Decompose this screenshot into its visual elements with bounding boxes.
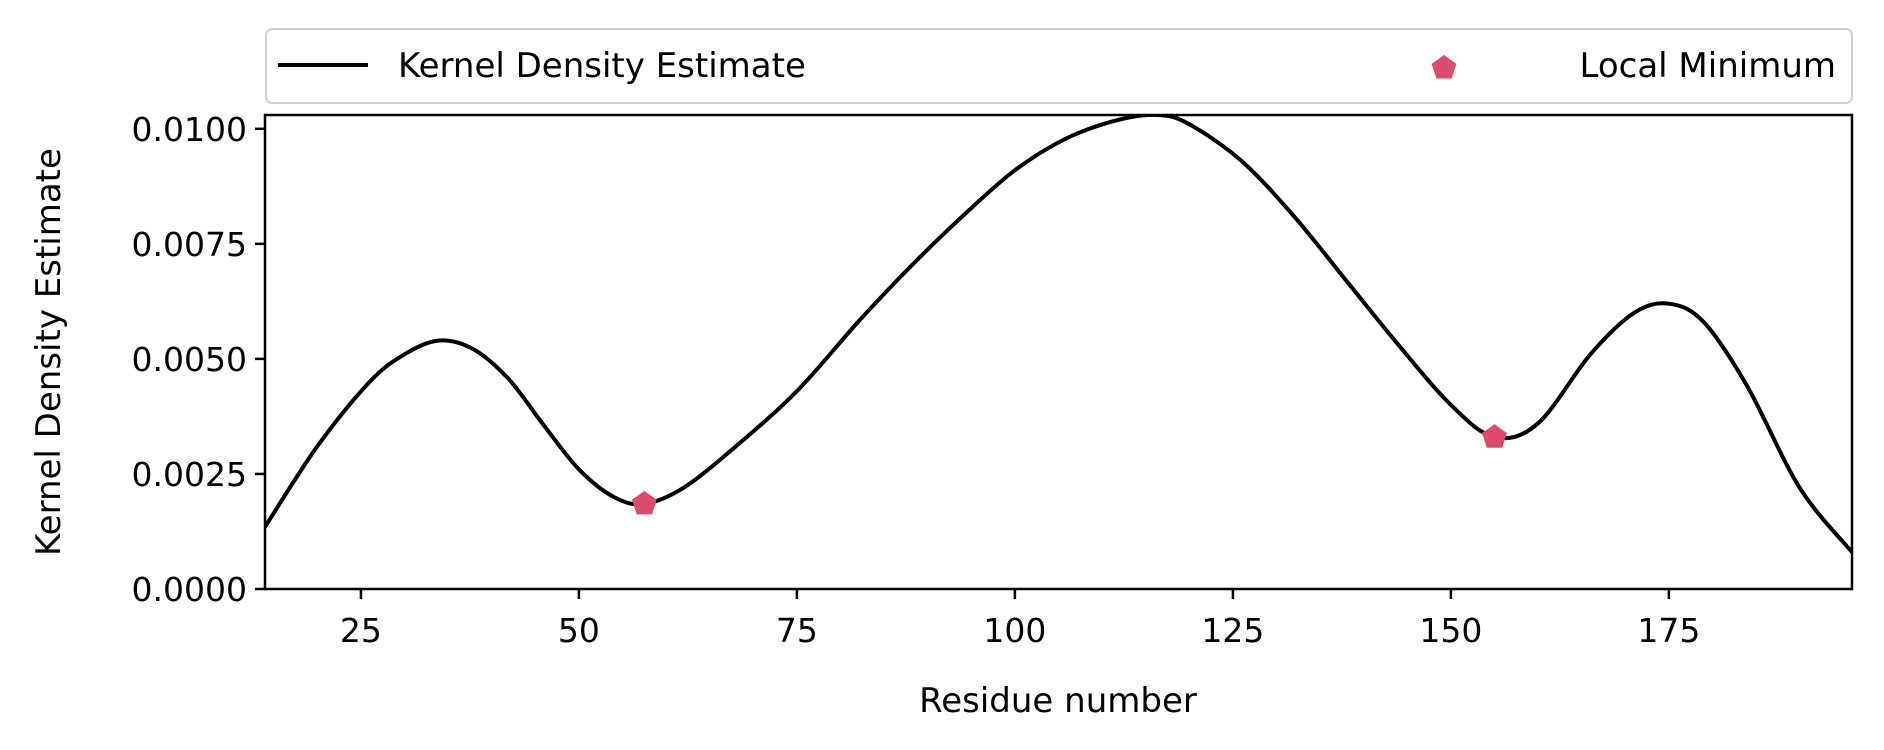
kde-series-line <box>265 115 1852 554</box>
y-axis-ticks: 0.0000 0.0025 0.0050 0.0075 0.0100 <box>132 110 265 609</box>
y-tick-label: 0.0025 <box>132 455 247 494</box>
y-axis-label: Kernel Density Estimate <box>29 148 69 556</box>
local-minimum-marker <box>631 490 657 515</box>
x-tick-label: 100 <box>983 611 1046 650</box>
x-tick-label: 50 <box>558 611 600 650</box>
y-tick-label: 0.0000 <box>132 570 247 609</box>
axes-frame <box>263 113 1854 591</box>
x-tick-label: 25 <box>340 611 382 650</box>
y-tick-label: 0.0050 <box>132 340 247 379</box>
y-tick-label: 0.0100 <box>132 110 247 149</box>
x-tick-label: 175 <box>1637 611 1700 650</box>
local-minimum-marker <box>1482 424 1507 448</box>
plot-area <box>265 115 1852 554</box>
x-axis-label: Residue number <box>919 681 1197 721</box>
legend-label-local-minimum: Local Minimum <box>1580 46 1837 86</box>
legend-label-kde: Kernel Density Estimate <box>398 46 806 86</box>
local-minimum-markers <box>631 424 1507 515</box>
legend: Kernel Density Estimate Local Minimum <box>265 28 1853 104</box>
x-tick-label: 75 <box>776 611 818 650</box>
x-axis-ticks: 25 50 75 100 125 150 175 <box>340 589 1700 650</box>
y-tick-label: 0.0075 <box>132 225 247 264</box>
legend-frame <box>265 28 1853 104</box>
x-tick-label: 125 <box>1201 611 1264 650</box>
legend-pentagon-icon <box>1431 55 1457 79</box>
x-tick-label: 150 <box>1419 611 1482 650</box>
